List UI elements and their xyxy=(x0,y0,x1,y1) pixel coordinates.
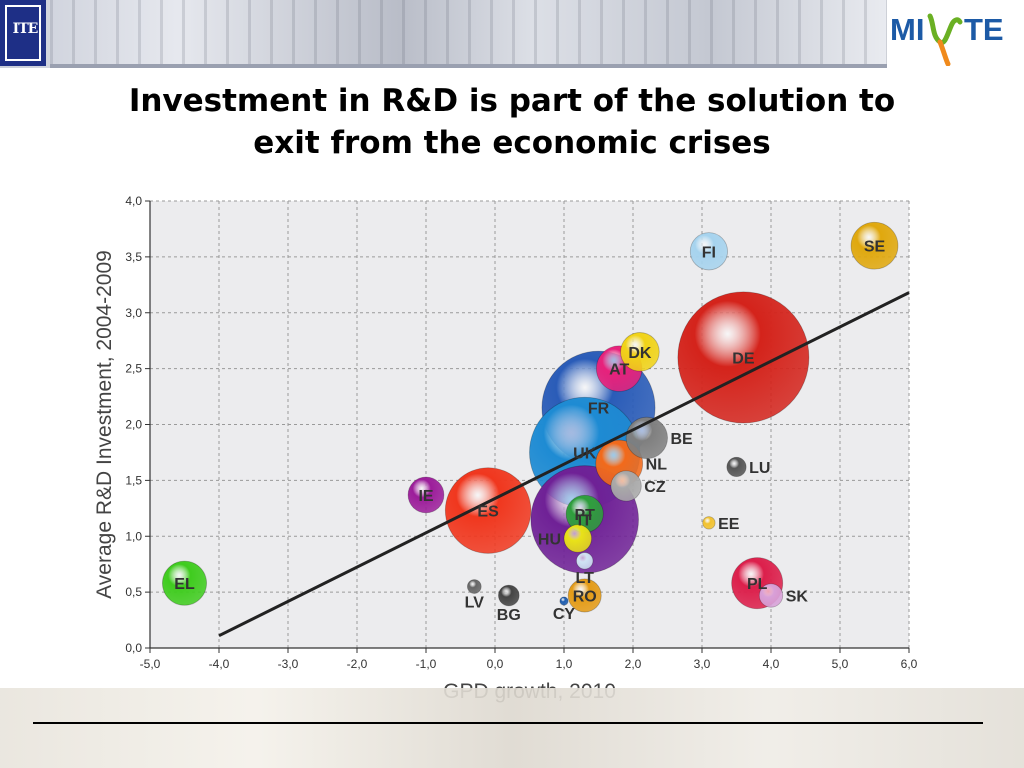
x-tick-label: -2,0 xyxy=(347,657,368,671)
y-tick-label: 3,0 xyxy=(125,306,142,320)
x-tick-label: -1,0 xyxy=(416,657,437,671)
bubble-cz xyxy=(610,470,642,502)
header-banner xyxy=(0,0,887,68)
bubble-label-de: DE xyxy=(732,350,755,367)
bubble-ro xyxy=(567,578,602,613)
bubble-lu xyxy=(726,456,747,478)
bubble-label-ie: IE xyxy=(418,488,433,505)
bubble-label-lt: LT xyxy=(576,570,595,587)
bubble-ee xyxy=(702,516,716,530)
bubble-cy xyxy=(559,596,569,606)
bubble-es xyxy=(444,467,532,554)
x-tick-label: 4,0 xyxy=(763,657,780,671)
bubble-ie xyxy=(407,476,445,514)
bubble-label-uk: UK xyxy=(573,445,597,462)
bubble-dk xyxy=(620,332,660,372)
y-tick-label: 2,0 xyxy=(125,418,142,432)
footer-rule xyxy=(33,722,983,724)
bubble-label-fr: FR xyxy=(588,401,610,418)
bubble-sk xyxy=(758,583,784,608)
bubble-label-es: ES xyxy=(477,504,499,521)
title-line-2: exit from the economic crises xyxy=(253,125,771,161)
bubble-label-el: EL xyxy=(174,576,195,593)
x-tick-label: 5,0 xyxy=(832,657,849,671)
bubble-fi xyxy=(689,232,728,271)
minte-logo-icon: MI TE xyxy=(890,12,1004,66)
x-tick-label: 2,0 xyxy=(625,657,642,671)
bubble-label-pt: PT xyxy=(574,507,595,524)
bubble-label-fi: FI xyxy=(702,244,716,261)
bubble-label-ro: RO xyxy=(573,588,597,605)
title-line-1: Investment in R&D is part of the solutio… xyxy=(128,83,896,119)
bubble-lt xyxy=(576,552,594,570)
footer-banner xyxy=(0,688,1024,768)
bubble-label-lu: LU xyxy=(749,460,770,477)
bubble-label-sk: SK xyxy=(786,588,809,605)
bubble-label-lv: LV xyxy=(465,594,485,611)
trend-line xyxy=(218,291,910,638)
banner-texture xyxy=(50,0,887,68)
x-tick-label: 3,0 xyxy=(694,657,711,671)
bubble-label-cy: CY xyxy=(553,606,576,623)
y-tick-label: 4,0 xyxy=(125,194,142,208)
bubble-hu xyxy=(563,524,593,553)
bubble-lv xyxy=(466,579,482,594)
bubble-label-se: SE xyxy=(864,239,886,256)
y-tick-label: 2,5 xyxy=(125,362,142,376)
bubble-label-it: IT xyxy=(578,512,592,529)
bubble-label-ee: EE xyxy=(718,516,740,533)
minte-logo-wave-orange xyxy=(937,39,951,66)
bubble-el xyxy=(162,560,207,606)
bubble-bg xyxy=(498,584,520,607)
ite-logo-frame: ITE xyxy=(5,5,41,61)
chart-grid xyxy=(150,200,910,648)
bubble-label-hu: HU xyxy=(538,531,561,548)
x-tick-label: -5,0 xyxy=(140,657,161,671)
bubble-label-dk: DK xyxy=(628,345,652,362)
x-tick-label: 1,0 xyxy=(556,657,573,671)
ite-logo-icon: ITE xyxy=(0,0,46,66)
banner-underline xyxy=(50,64,887,68)
bubble-label-be: BE xyxy=(671,431,694,448)
minte-logo-te: TE xyxy=(964,12,1004,47)
slide-title: Investment in R&D is part of the solutio… xyxy=(40,80,984,164)
x-tick-label: 6,0 xyxy=(901,657,918,671)
bubble-se xyxy=(850,221,899,270)
bubble-label-at: AT xyxy=(609,362,629,379)
minte-logo-wave-green xyxy=(927,13,963,46)
x-tick-label: 0,0 xyxy=(487,657,504,671)
y-tick-label: 3,5 xyxy=(125,250,142,264)
x-tick-label: -4,0 xyxy=(209,657,230,671)
chart-bubbles xyxy=(162,221,899,613)
minte-logo-mi: MI xyxy=(890,12,924,47)
bubble-label-bg: BG xyxy=(497,607,521,624)
y-tick-label: 0,5 xyxy=(125,585,142,599)
bubble-chart: -5,0 -4,0 -3,0 -2,0 -1,0 0,0 1,0 2,0 3,0 4,0 5,0 6,… xyxy=(93,194,918,703)
bubble-label-pl: PL xyxy=(747,576,768,593)
y-tick-label: 1,5 xyxy=(125,473,142,487)
y-tick-label: 1,0 xyxy=(125,529,142,543)
chart-trend xyxy=(218,291,910,638)
x-tick-label: -3,0 xyxy=(278,657,299,671)
bubble-label-nl: NL xyxy=(646,457,668,474)
ite-logo-text: ITE xyxy=(12,21,39,37)
bubble-label-cz: CZ xyxy=(644,479,666,496)
y-axis-label: Average R&D Investment, 2004-2009 xyxy=(93,250,116,599)
y-tick-label: 0,0 xyxy=(125,641,142,655)
